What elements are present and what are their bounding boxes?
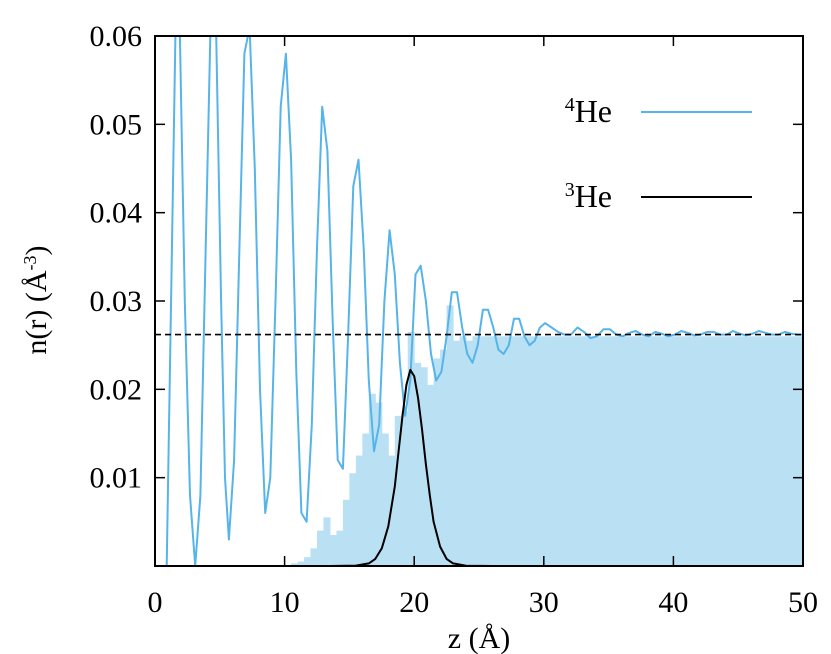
x-tick-label: 40 bbox=[658, 586, 688, 619]
histogram-bar bbox=[414, 362, 422, 566]
histogram-bar bbox=[381, 433, 389, 566]
y-tick-label: 0.04 bbox=[90, 197, 143, 230]
series-line-3he bbox=[278, 368, 493, 566]
histogram-bar bbox=[472, 336, 480, 566]
histogram-bar bbox=[323, 517, 331, 566]
legend-label-3he: 3He bbox=[565, 178, 612, 214]
histogram-fill bbox=[284, 305, 803, 566]
legend: 4He 3He bbox=[565, 93, 752, 214]
y-axis-title: n(r) (Å-3) bbox=[20, 245, 53, 354]
histogram-bar bbox=[368, 393, 376, 566]
histogram-bar bbox=[407, 331, 415, 566]
histogram-bar bbox=[440, 349, 448, 566]
histogram-bar bbox=[453, 340, 461, 566]
histogram-bar bbox=[420, 367, 428, 566]
histogram-bar bbox=[394, 415, 402, 566]
x-tick-label: 30 bbox=[529, 586, 559, 619]
histogram-bar bbox=[329, 535, 337, 566]
x-tick-label: 0 bbox=[148, 586, 163, 619]
histogram-bar bbox=[349, 473, 357, 566]
histogram-bar bbox=[342, 499, 350, 566]
y-tick-label: 0.02 bbox=[90, 373, 143, 406]
histogram-bar bbox=[401, 411, 409, 566]
histogram-bar bbox=[446, 305, 454, 566]
histogram-bar bbox=[479, 336, 545, 566]
y-axis-ticks: 0.01 0.02 0.03 0.04 0.05 0.06 bbox=[90, 20, 803, 495]
y-tick-label: 0.06 bbox=[90, 20, 143, 53]
x-tick-label: 10 bbox=[270, 586, 300, 619]
histogram-bar bbox=[304, 557, 312, 566]
histogram-bar bbox=[291, 563, 299, 566]
y-tick-label: 0.01 bbox=[90, 462, 143, 495]
series-line-4he bbox=[165, 36, 803, 566]
x-axis-title: z (Å) bbox=[448, 622, 510, 654]
histogram-bar bbox=[375, 402, 383, 566]
histogram-bar bbox=[362, 433, 370, 566]
legend-label-4he: 4He bbox=[565, 93, 612, 129]
histogram-bar bbox=[433, 358, 441, 566]
legend-entry-3he: 3He bbox=[565, 178, 752, 214]
histogram-bar bbox=[673, 336, 803, 566]
histogram-bar bbox=[466, 340, 474, 566]
histogram-bar bbox=[543, 336, 674, 566]
x-tick-label: 20 bbox=[399, 586, 429, 619]
histogram-bar bbox=[297, 561, 305, 566]
x-tick-label: 50 bbox=[788, 586, 818, 619]
histogram-bar bbox=[317, 530, 324, 566]
histogram-bar bbox=[310, 548, 318, 566]
histogram-bar bbox=[336, 530, 344, 566]
histogram-bar bbox=[427, 384, 435, 566]
y-tick-label: 0.05 bbox=[90, 108, 143, 141]
series-lines bbox=[165, 36, 803, 566]
y-tick-label: 0.03 bbox=[90, 285, 143, 318]
histogram-bar bbox=[355, 455, 363, 566]
histogram-bar bbox=[459, 336, 467, 566]
x-axis-ticks: 0 10 20 30 40 50 bbox=[148, 36, 818, 619]
legend-entry-4he: 4He bbox=[565, 93, 752, 129]
